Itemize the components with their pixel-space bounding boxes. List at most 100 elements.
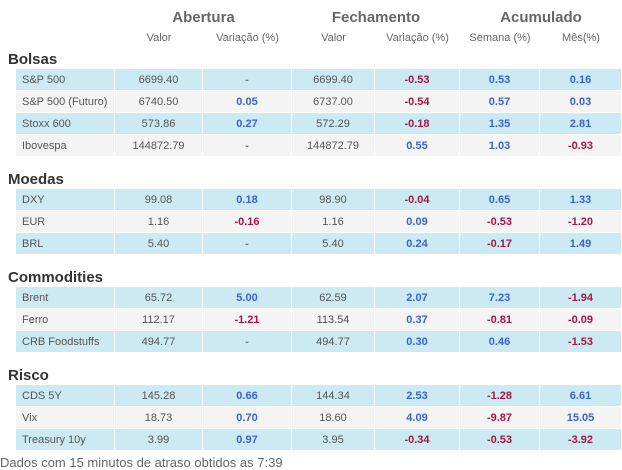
cell-value: 62.59 xyxy=(292,287,375,309)
cell-value: - xyxy=(203,331,292,353)
cell-value: 6.61 xyxy=(540,385,622,407)
cell-value: -1.53 xyxy=(540,331,622,353)
row-label: Stoxx 600 xyxy=(16,113,115,135)
column-header: Valor xyxy=(321,32,346,44)
cell-value: -0.04 xyxy=(375,189,460,211)
column-header: Valor xyxy=(146,32,172,44)
cell-value: 4.09 xyxy=(375,407,460,429)
cell-value: 2.53 xyxy=(375,385,460,407)
group-header: Fechamento xyxy=(331,9,421,26)
row-label: CDS 5Y xyxy=(16,385,115,407)
cell-value: 113.54 xyxy=(292,309,375,331)
cell-value: 494.77 xyxy=(292,331,375,353)
cell-value: 0.53 xyxy=(460,69,540,91)
cell-value: 0.55 xyxy=(375,135,460,157)
cell-value: 0.24 xyxy=(375,233,460,255)
cell-value: -0.53 xyxy=(460,211,540,233)
section-title: Moedas xyxy=(8,171,64,188)
row-label: S&P 500 (Futuro) xyxy=(16,91,115,113)
cell-value: 5.40 xyxy=(292,233,375,255)
cell-value: 144872.79 xyxy=(115,135,203,157)
cell-value: 65.72 xyxy=(115,287,203,309)
cell-value: -1.28 xyxy=(460,385,540,407)
cell-value: -1.94 xyxy=(540,287,622,309)
cell-value: 0.37 xyxy=(375,309,460,331)
cell-value: 144.34 xyxy=(292,385,375,407)
cell-value: 2.81 xyxy=(540,113,622,135)
cell-value: 0.30 xyxy=(375,331,460,353)
cell-value: 1.16 xyxy=(292,211,375,233)
cell-value: 0.57 xyxy=(460,91,540,113)
cell-value: 1.16 xyxy=(115,211,203,233)
cell-value: - xyxy=(203,69,292,91)
cell-value: 18.60 xyxy=(292,407,375,429)
cell-value: -0.53 xyxy=(375,69,460,91)
cell-value: 5.40 xyxy=(115,233,203,255)
cell-value: 99.08 xyxy=(115,189,203,211)
cell-value: 3.95 xyxy=(292,429,375,451)
section-title: Risco xyxy=(8,367,49,384)
column-header: Semana (%) xyxy=(469,32,531,44)
cell-value: 6699.40 xyxy=(115,69,203,91)
cell-value: 7.23 xyxy=(460,287,540,309)
cell-value: 5.00 xyxy=(203,287,292,309)
cell-value: 0.65 xyxy=(460,189,540,211)
cell-value: -1.21 xyxy=(203,309,292,331)
group-header: Acumulado xyxy=(500,9,582,26)
cell-value: 0.05 xyxy=(203,91,292,113)
cell-value: 1.03 xyxy=(460,135,540,157)
cell-value: 0.09 xyxy=(375,211,460,233)
cell-value: -0.09 xyxy=(540,309,622,331)
column-header: Mês(%) xyxy=(562,32,600,44)
cell-value: -0.53 xyxy=(460,429,540,451)
cell-value: 1.33 xyxy=(540,189,622,211)
row-label: BRL xyxy=(16,233,115,255)
row-label: Ibovespa xyxy=(16,135,115,157)
cell-value: 1.49 xyxy=(540,233,622,255)
row-label: Ferro xyxy=(16,309,115,331)
cell-value: 0.16 xyxy=(540,69,622,91)
cell-value: 18.73 xyxy=(115,407,203,429)
cell-value: -0.54 xyxy=(375,91,460,113)
cell-value: 6699.40 xyxy=(292,69,375,91)
cell-value: -0.81 xyxy=(460,309,540,331)
row-label: EUR xyxy=(16,211,115,233)
cell-value: -0.16 xyxy=(203,211,292,233)
column-header: Variação (%) xyxy=(386,32,449,44)
cell-value: 112.17 xyxy=(115,309,203,331)
cell-value: -0.34 xyxy=(375,429,460,451)
section-title: Commodities xyxy=(8,269,104,286)
row-label: Brent xyxy=(16,287,115,309)
column-header: Variação (%) xyxy=(216,32,279,44)
cell-value: -9.87 xyxy=(460,407,540,429)
group-header: Abertura xyxy=(172,9,235,26)
cell-value: 0.18 xyxy=(203,189,292,211)
cell-value: -0.17 xyxy=(460,233,540,255)
cell-value: 0.27 xyxy=(203,113,292,135)
row-label: Vix xyxy=(16,407,115,429)
cell-value: 573.86 xyxy=(115,113,203,135)
row-label: CRB Foodstuffs xyxy=(16,331,115,353)
cell-value: -3.92 xyxy=(540,429,622,451)
cell-value: 6737.00 xyxy=(292,91,375,113)
cell-value: -0.18 xyxy=(375,113,460,135)
cell-value: 0.70 xyxy=(203,407,292,429)
cell-value: 0.66 xyxy=(203,385,292,407)
cell-value: -0.93 xyxy=(540,135,622,157)
cell-value: 6740.50 xyxy=(115,91,203,113)
footer-note: Dados com 15 minutos de atraso obtidos a… xyxy=(0,455,283,470)
cell-value: 0.03 xyxy=(540,91,622,113)
cell-value: - xyxy=(203,135,292,157)
cell-value: 15.05 xyxy=(540,407,622,429)
cell-value: 3.99 xyxy=(115,429,203,451)
row-label: DXY xyxy=(16,189,115,211)
section-title: Bolsas xyxy=(8,51,58,68)
cell-value: 0.46 xyxy=(460,331,540,353)
cell-value: 145.28 xyxy=(115,385,203,407)
cell-value: -1.20 xyxy=(540,211,622,233)
cell-value: 0.97 xyxy=(203,429,292,451)
cell-value: - xyxy=(203,233,292,255)
cell-value: 144872.79 xyxy=(292,135,375,157)
cell-value: 1.35 xyxy=(460,113,540,135)
